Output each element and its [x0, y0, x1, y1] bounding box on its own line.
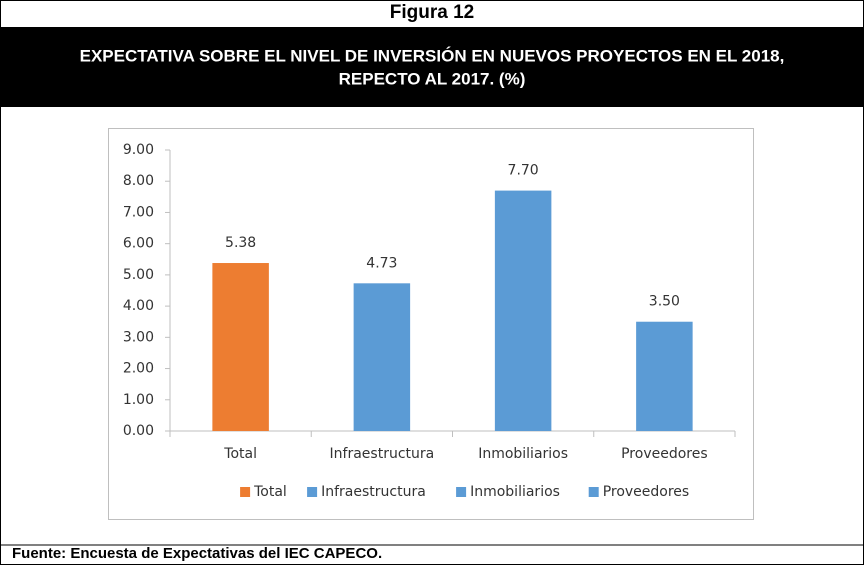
header-band	[1, 27, 863, 107]
bar	[353, 283, 411, 431]
bar	[494, 190, 552, 431]
figure-label: Figura 12	[390, 2, 474, 23]
y-tick-label: 3.00	[123, 329, 154, 345]
y-tick-label: 0.00	[123, 423, 154, 439]
header-title: REPECTO AL 2017. (%)	[339, 69, 526, 88]
x-tick-label: Inmobiliarios	[478, 446, 568, 462]
y-tick-label: 7.00	[123, 204, 154, 220]
source: Fuente: Encuesta de Expectativas del IEC…	[12, 545, 382, 562]
y-tick-label: 8.00	[123, 173, 154, 189]
legend-swatch	[588, 487, 599, 497]
bar	[212, 263, 269, 431]
y-tick-label: 4.00	[123, 298, 154, 314]
data-label: 3.50	[649, 294, 680, 310]
x-tick-label: Infraestructura	[330, 446, 435, 462]
legend-swatch	[456, 487, 467, 497]
legend-label: Infraestructura	[321, 484, 426, 500]
legend-label: Proveedores	[603, 484, 690, 500]
bar	[636, 321, 693, 431]
y-tick-label: 5.00	[123, 267, 154, 283]
legend-swatch	[240, 487, 251, 497]
y-tick-label: 2.00	[123, 361, 154, 377]
data-label: 5.38	[225, 235, 256, 251]
y-tick-label: 9.00	[123, 142, 154, 158]
x-tick-label: Total	[223, 446, 257, 462]
header-title: EXPECTATIVA SOBRE EL NIVEL DE INVERSIÓN …	[80, 46, 785, 65]
data-label: 7.70	[508, 163, 539, 179]
y-tick-label: 1.00	[123, 392, 154, 408]
legend-label: Inmobiliarios	[470, 484, 560, 500]
legend-swatch	[307, 487, 318, 497]
data-label: 4.73	[366, 255, 397, 271]
x-tick-label: Proveedores	[621, 446, 708, 462]
y-tick-label: 6.00	[123, 236, 154, 252]
legend-label: Total	[253, 484, 287, 500]
